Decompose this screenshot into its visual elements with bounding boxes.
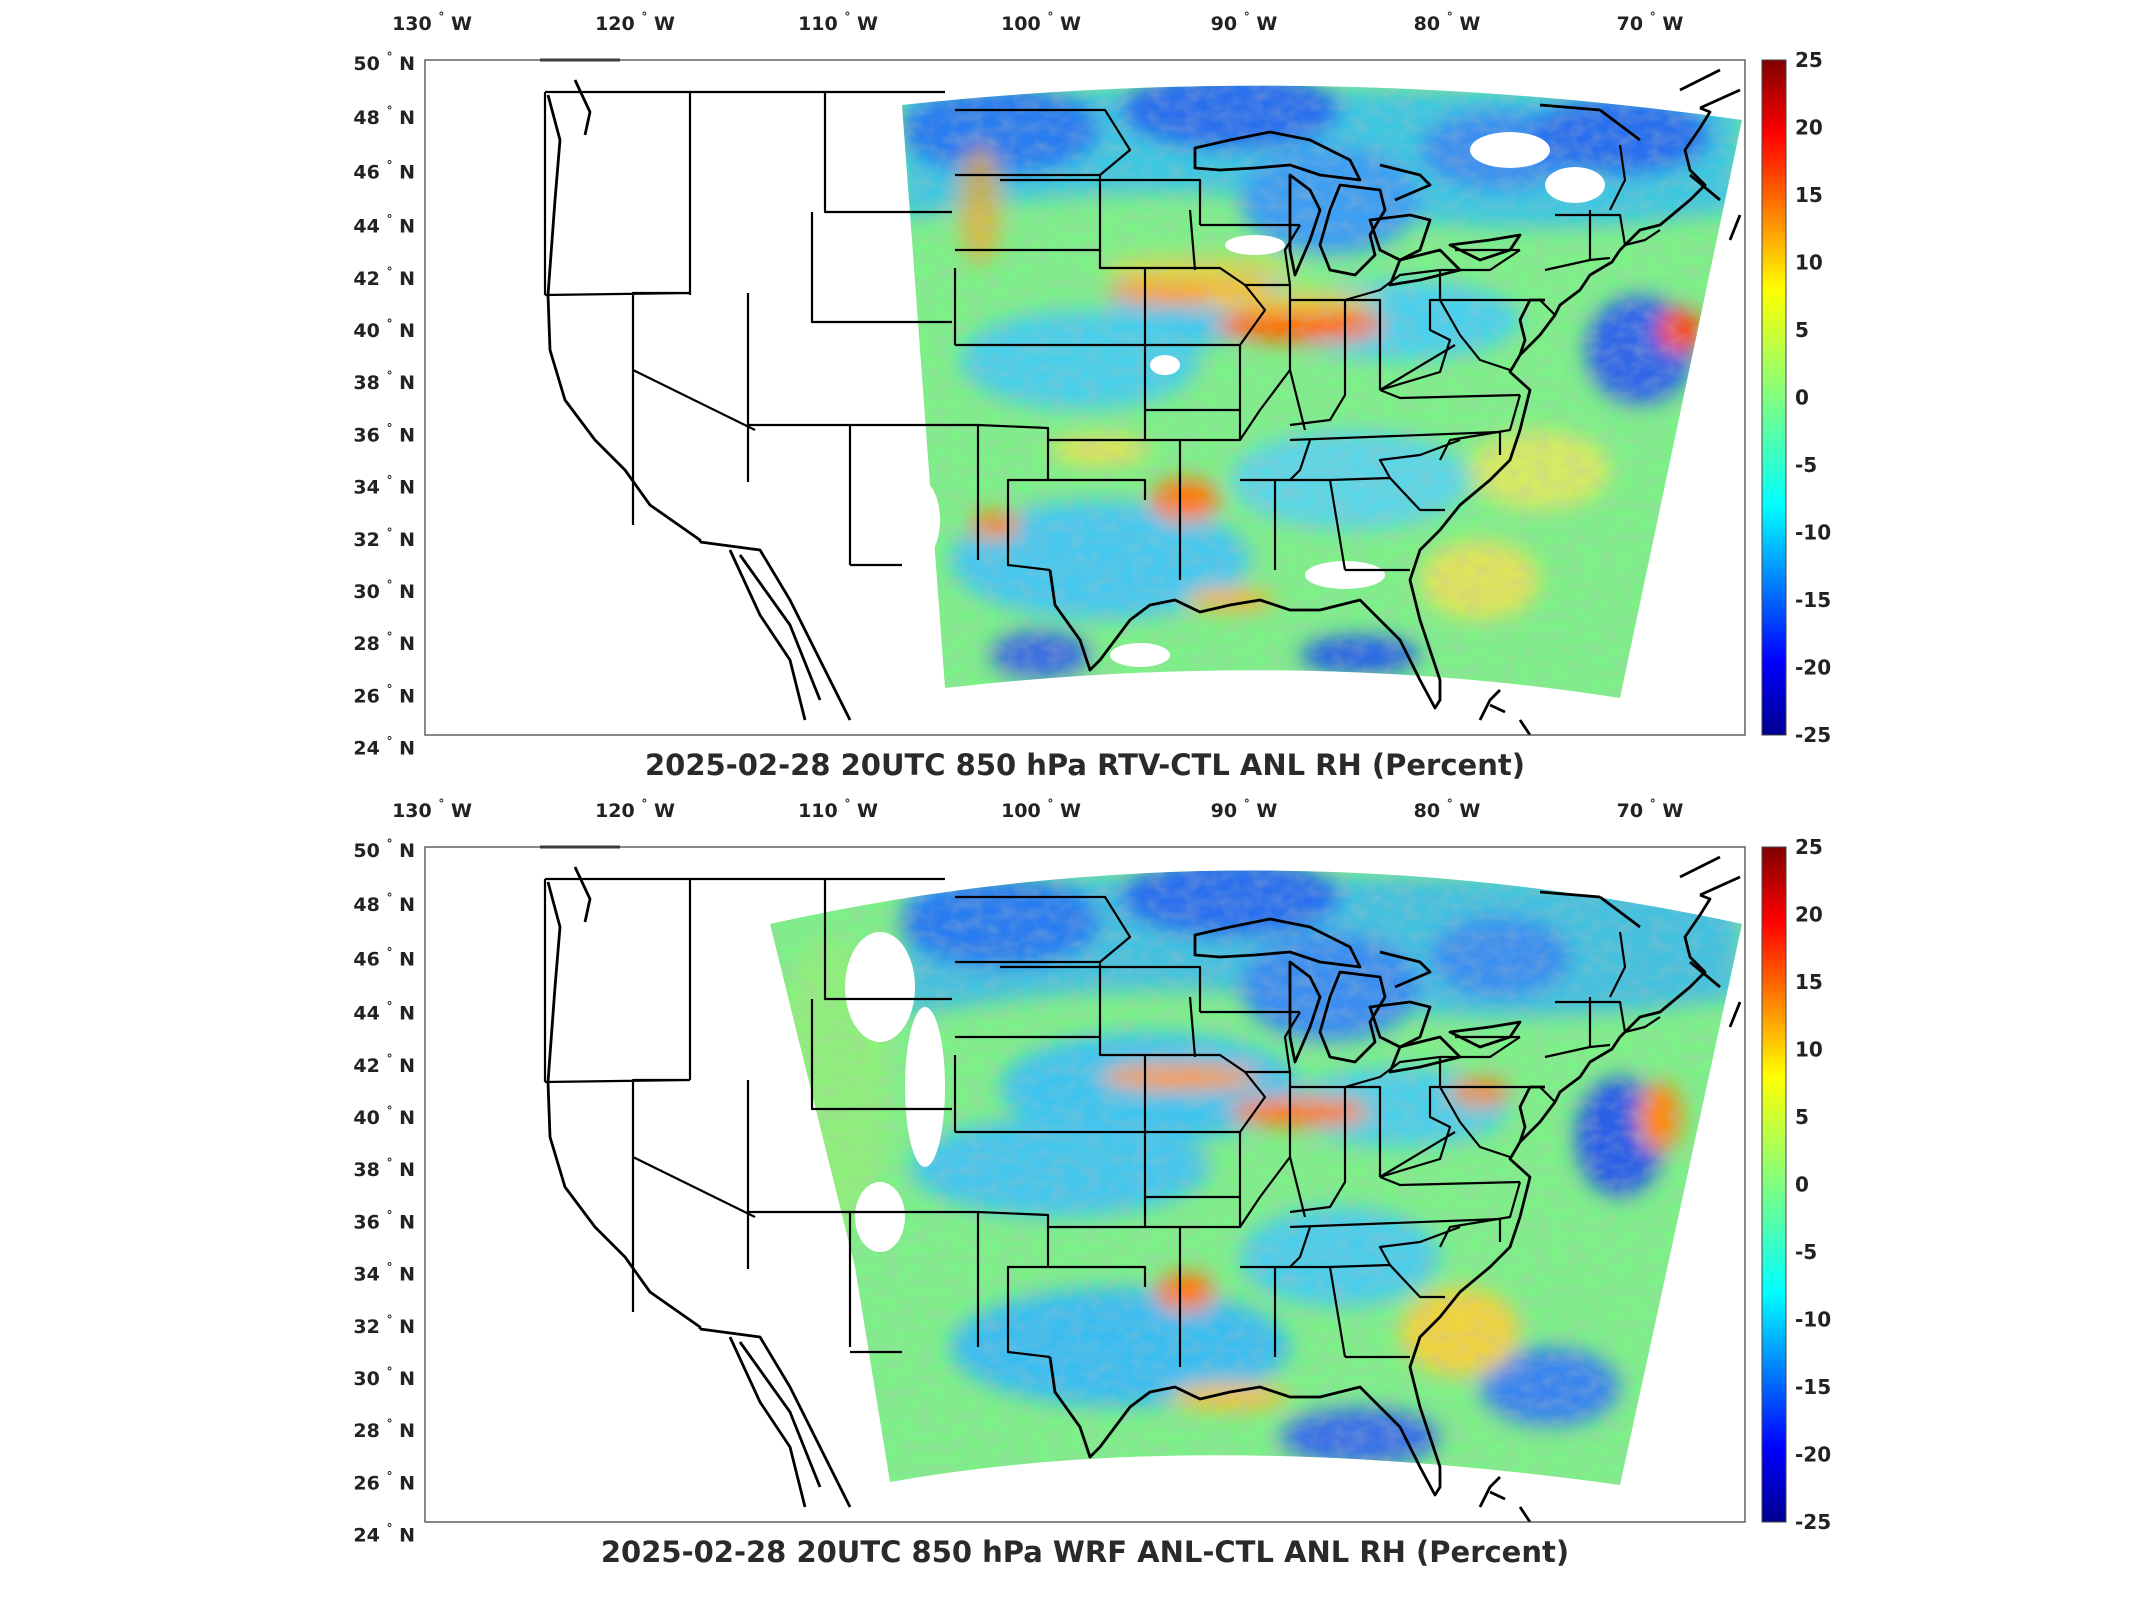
- lat-tick-label: 46 ° N: [353, 158, 415, 183]
- colorbar-tick-label: 20: [1795, 116, 1823, 140]
- colorbar-tick-label: -10: [1795, 521, 1831, 545]
- colorbar-tick-label: -5: [1795, 1240, 1817, 1264]
- lat-tick-label: 36 ° N: [353, 1208, 415, 1233]
- lat-tick-label: 24 ° N: [353, 735, 415, 760]
- lat-tick-label: 26 ° N: [353, 682, 415, 707]
- lat-tick-label: 48 ° N: [353, 891, 415, 916]
- colorbar-tick-label: -15: [1795, 1375, 1831, 1399]
- lat-tick-label: 34 ° N: [353, 474, 415, 499]
- lat-tick-label: 34 ° N: [353, 1261, 415, 1286]
- lat-tick-label: 50 ° N: [353, 50, 415, 75]
- lon-tick-label: 120 ° W: [595, 10, 675, 35]
- colorbar-scale: [1762, 60, 1786, 735]
- lat-tick-label: 30 ° N: [353, 1365, 415, 1390]
- colorbar-tick-label: 0: [1795, 386, 1809, 410]
- colorbar-tick-label: 10: [1795, 251, 1823, 275]
- colorbar: 25 20 15 10 5 0 -5 -10 -15 -20 -25: [1761, 48, 1831, 747]
- lon-tick-label: 90 ° W: [1211, 797, 1278, 822]
- lat-tick-label: 44 ° N: [353, 1000, 415, 1025]
- lat-tick-label: 40 ° N: [353, 1104, 415, 1129]
- colorbar-tick-label: 5: [1795, 1105, 1809, 1129]
- lon-tick-label: 130 ° W: [392, 10, 472, 35]
- colorbar-tick-label: 5: [1795, 318, 1809, 342]
- lat-tick-label: 38 ° N: [353, 369, 415, 394]
- lat-tick-label: 30 ° N: [353, 578, 415, 603]
- lon-tick-label: 130 ° W: [392, 797, 472, 822]
- map-panel-wrf: 130 ° W 120 ° W 110 ° W 100 ° W 90 ° W 80 ° W…: [353, 797, 1831, 1569]
- panel-title: 2025-02-28 20UTC 850 hPa WRF ANL-CTL ANL…: [601, 1535, 1569, 1569]
- political-boundaries: [540, 58, 1742, 736]
- map-panel-rtv: 130 ° W 120 ° W 110 ° W 100 ° W 90 ° W 80 ° W…: [353, 10, 1831, 782]
- lat-tick-labels-left: 50 ° N 48 ° N 46 ° N 44 ° N 42 ° N 40 ° N 38 °…: [353, 50, 415, 760]
- lon-tick-label: 70 ° W: [1617, 797, 1684, 822]
- lon-tick-label: 110 ° W: [798, 10, 878, 35]
- rh-difference-field: [902, 85, 1742, 698]
- colorbar-tick-label: 20: [1795, 903, 1823, 927]
- colorbar-tick-label: 10: [1795, 1038, 1823, 1062]
- colorbar-frame: [1761, 59, 1787, 736]
- colorbar-tick-label: -15: [1795, 588, 1831, 612]
- map-frame: [424, 59, 1746, 736]
- lat-tick-label: 40 ° N: [353, 317, 415, 342]
- lon-tick-label: 120 ° W: [595, 797, 675, 822]
- colorbar-tick-label: 15: [1795, 183, 1823, 207]
- lat-tick-label: 36 ° N: [353, 421, 415, 446]
- colorbar-tick-label: 25: [1795, 835, 1823, 859]
- colorbar-scale: [1762, 847, 1786, 1522]
- colorbar: 25 20 15 10 5 0 -5 -10 -15 -20 -25: [1761, 835, 1831, 1534]
- colorbar-tick-label: -5: [1795, 453, 1817, 477]
- colorbar-frame: [1761, 846, 1787, 1523]
- lat-tick-label: 48 ° N: [353, 104, 415, 129]
- colorbar-tick-label: -25: [1795, 723, 1831, 747]
- colorbar-tick-label: 15: [1795, 970, 1823, 994]
- lon-tick-label: 100 ° W: [1001, 797, 1081, 822]
- lat-tick-label: 50 ° N: [353, 837, 415, 862]
- colorbar-tick-labels: 25 20 15 10 5 0 -5 -10 -15 -20 -25: [1795, 48, 1831, 747]
- rh-difference-field: [770, 870, 1742, 1485]
- colorbar-tick-label: -25: [1795, 1510, 1831, 1534]
- political-boundaries: [540, 845, 1742, 1523]
- lat-tick-label: 26 ° N: [353, 1469, 415, 1494]
- lat-tick-label: 32 ° N: [353, 526, 415, 551]
- lon-tick-label: 110 ° W: [798, 797, 878, 822]
- lon-tick-label: 100 ° W: [1001, 10, 1081, 35]
- colorbar-tick-label: -20: [1795, 1443, 1831, 1467]
- lat-tick-label: 44 ° N: [353, 213, 415, 238]
- lat-tick-label: 24 ° N: [353, 1522, 415, 1547]
- lat-tick-label: 38 ° N: [353, 1156, 415, 1181]
- lat-tick-label: 32 ° N: [353, 1313, 415, 1338]
- lat-tick-label: 28 ° N: [353, 1417, 415, 1442]
- colorbar-tick-label: 25: [1795, 48, 1823, 72]
- colorbar-tick-label: 0: [1795, 1173, 1809, 1197]
- lon-tick-label: 70 ° W: [1617, 10, 1684, 35]
- colorbar-tick-labels: 25 20 15 10 5 0 -5 -10 -15 -20 -25: [1795, 835, 1831, 1534]
- lon-tick-label: 90 ° W: [1211, 10, 1278, 35]
- colorbar-tick-label: -20: [1795, 656, 1831, 680]
- lon-tick-labels-top: 130 ° W 120 ° W 110 ° W 100 ° W 90 ° W 80 ° W…: [392, 10, 1683, 35]
- lat-tick-labels-left: 50 ° N 48 ° N 46 ° N 44 ° N 42 ° N 40 ° N 38 °…: [353, 837, 415, 1547]
- lat-tick-label: 28 ° N: [353, 630, 415, 655]
- lon-tick-label: 80 ° W: [1414, 10, 1481, 35]
- panel-title: 2025-02-28 20UTC 850 hPa RTV-CTL ANL RH …: [645, 748, 1525, 782]
- lon-tick-label: 80 ° W: [1414, 797, 1481, 822]
- lat-tick-label: 42 ° N: [353, 1052, 415, 1077]
- lon-tick-labels-top: 130 ° W 120 ° W 110 ° W 100 ° W 90 ° W 80 ° W…: [392, 797, 1683, 822]
- map-frame: [424, 846, 1746, 1523]
- lat-tick-label: 42 ° N: [353, 265, 415, 290]
- lat-tick-label: 46 ° N: [353, 945, 415, 970]
- colorbar-tick-label: -10: [1795, 1308, 1831, 1332]
